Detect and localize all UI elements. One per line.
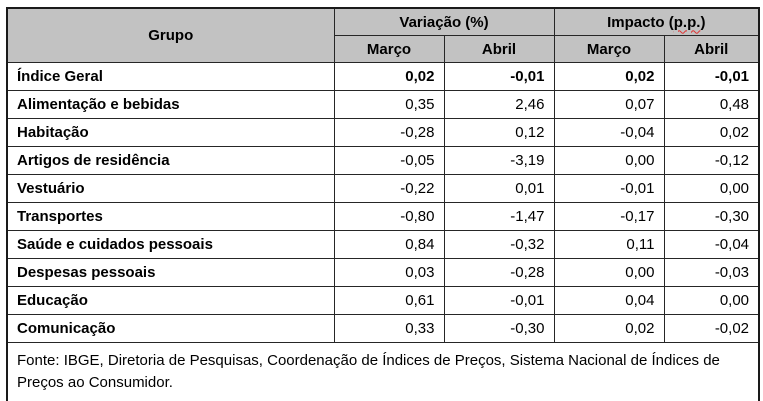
- group-name-cell: Comunicação: [6, 314, 335, 343]
- table-row: Alimentação e bebidas 0,35 2,46 0,07 0,4…: [6, 90, 760, 119]
- impacto-prefix: Impacto (: [607, 13, 674, 31]
- table-row: Habitação -0,28 0,12 -0,04 0,02: [6, 118, 760, 147]
- value-cell: 0,00: [663, 174, 760, 203]
- table-row: Despesas pessoais 0,03 -0,28 0,00 -0,03: [6, 258, 760, 287]
- value-cell: -0,04: [553, 118, 665, 147]
- group-name-cell: Vestuário: [6, 174, 335, 203]
- group-name-cell: Educação: [6, 286, 335, 315]
- value-cell: -0,30: [663, 202, 760, 231]
- value-cell: -0,05: [333, 146, 445, 175]
- header-cell-impacto-abril: Abril: [663, 35, 760, 63]
- value-cell: 0,00: [553, 146, 665, 175]
- value-cell: -0,28: [443, 258, 555, 287]
- value-cell: 0,02: [663, 118, 760, 147]
- value-cell: 0,33: [333, 314, 445, 343]
- group-name-cell: Alimentação e bebidas: [6, 90, 335, 119]
- value-cell: 0,04: [553, 286, 665, 315]
- header-cell-grupo: Grupo: [6, 7, 335, 63]
- table-row: Índice Geral 0,02 -0,01 0,02 -0,01: [6, 62, 760, 91]
- value-cell: -0,03: [663, 258, 760, 287]
- table-row: Saúde e cuidados pessoais 0,84 -0,32 0,1…: [6, 230, 760, 259]
- table-header: Grupo Variação (%) Impacto (p.p.) Março …: [6, 7, 760, 63]
- table-row: Transportes -0,80 -1,47 -0,17 -0,30: [6, 202, 760, 231]
- value-cell: 0,03: [333, 258, 445, 287]
- value-cell: 0,02: [553, 62, 665, 91]
- value-cell: -0,02: [663, 314, 760, 343]
- group-name-cell: Saúde e cuidados pessoais: [6, 230, 335, 259]
- table-row: Artigos de residência -0,05 -3,19 0,00 -…: [6, 146, 760, 175]
- impacto-pp-spellcheck: p.p.: [673, 13, 701, 31]
- value-cell: 0,07: [553, 90, 665, 119]
- value-cell: -0,32: [443, 230, 555, 259]
- value-cell: -0,12: [663, 146, 760, 175]
- ipca-variation-impact-table: Grupo Variação (%) Impacto (p.p.) Março …: [6, 7, 761, 401]
- value-cell: -0,01: [443, 62, 555, 91]
- group-name-cell: Índice Geral: [6, 62, 335, 91]
- value-cell: 0,12: [443, 118, 555, 147]
- value-cell: 0,01: [443, 174, 555, 203]
- group-name-cell: Artigos de residência: [6, 146, 335, 175]
- value-cell: -0,22: [333, 174, 445, 203]
- header-cell-impacto-marco: Março: [553, 35, 665, 63]
- header-cell-variacao-marco: Março: [333, 35, 445, 63]
- value-cell: 0,02: [553, 314, 665, 343]
- value-cell: 0,11: [553, 230, 665, 259]
- value-cell: 0,00: [553, 258, 665, 287]
- source-note-row: Fonte: IBGE, Diretoria de Pesquisas, Coo…: [6, 342, 760, 401]
- group-name-cell: Transportes: [6, 202, 335, 231]
- group-name-cell: Despesas pessoais: [6, 258, 335, 287]
- header-cell-impacto: Impacto (p.p.): [553, 7, 760, 36]
- table-body: Índice Geral 0,02 -0,01 0,02 -0,01 Alime…: [6, 62, 760, 401]
- value-cell: 0,84: [333, 230, 445, 259]
- value-cell: 0,02: [333, 62, 445, 91]
- value-cell: -0,28: [333, 118, 445, 147]
- header-cell-variacao-abril: Abril: [443, 35, 555, 63]
- value-cell: 0,48: [663, 90, 760, 119]
- value-cell: 2,46: [443, 90, 555, 119]
- value-cell: -0,01: [443, 286, 555, 315]
- value-cell: -0,04: [663, 230, 760, 259]
- impacto-suffix: ): [700, 13, 706, 31]
- table-row: Comunicação 0,33 -0,30 0,02 -0,02: [6, 314, 760, 343]
- value-cell: -0,30: [443, 314, 555, 343]
- group-name-cell: Habitação: [6, 118, 335, 147]
- table-row: Vestuário -0,22 0,01 -0,01 0,00: [6, 174, 760, 203]
- value-cell: -0,01: [553, 174, 665, 203]
- source-note: Fonte: IBGE, Diretoria de Pesquisas, Coo…: [6, 342, 760, 401]
- value-cell: -0,80: [333, 202, 445, 231]
- value-cell: 0,00: [663, 286, 760, 315]
- value-cell: 0,61: [333, 286, 445, 315]
- value-cell: -1,47: [443, 202, 555, 231]
- value-cell: -3,19: [443, 146, 555, 175]
- value-cell: 0,35: [333, 90, 445, 119]
- header-cell-variacao: Variação (%): [333, 7, 555, 36]
- table-row: Educação 0,61 -0,01 0,04 0,00: [6, 286, 760, 315]
- value-cell: -0,01: [663, 62, 760, 91]
- value-cell: -0,17: [553, 202, 665, 231]
